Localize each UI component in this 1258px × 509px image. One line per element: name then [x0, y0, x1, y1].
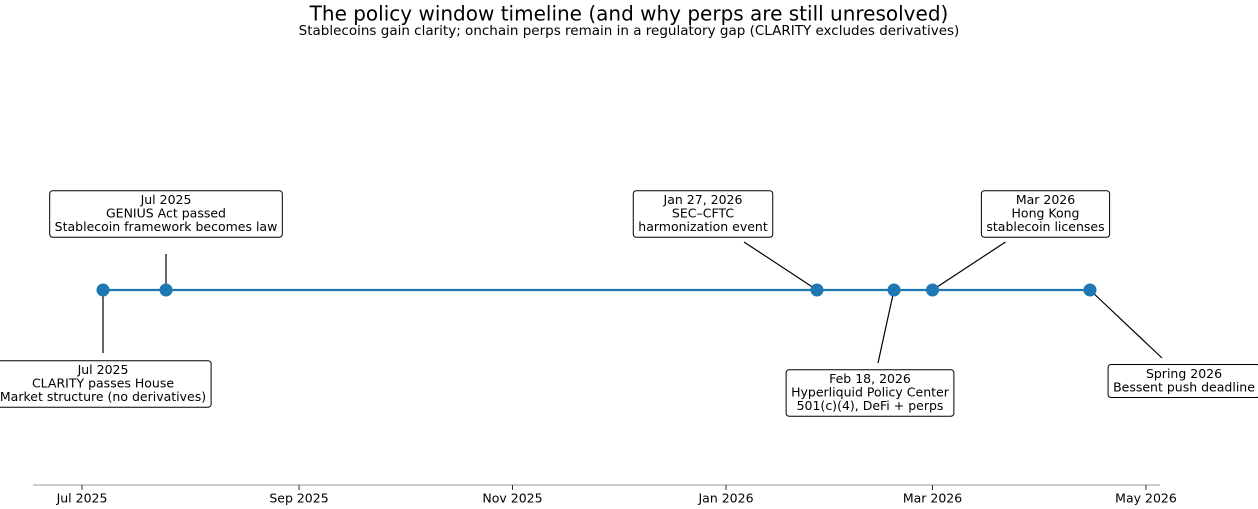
chart-title: The policy window timeline (and why perp… [309, 2, 949, 26]
annotation-text: Mar 2026 [1016, 192, 1075, 207]
event-point [1083, 283, 1097, 297]
connector [932, 241, 1006, 291]
x-tick-label: Jan 2026 [697, 491, 753, 506]
annotation-text: stablecoin licenses [986, 219, 1104, 234]
x-tick-label: Jul 2025 [56, 491, 108, 506]
annotation-text: Jan 27, 2026 [663, 192, 743, 207]
annotation-text: 501(c)(4), DeFi + perps [797, 398, 944, 413]
event-point [926, 283, 939, 297]
annotation-text: Jul 2025 [77, 362, 129, 377]
annotation-text: CLARITY passes House [32, 376, 174, 391]
annotation-box [980, 190, 1111, 238]
chart-subtitle: Stablecoins gain clarity; onchain perps … [299, 23, 960, 39]
annotation-box [785, 369, 955, 417]
annotation-box [49, 190, 283, 238]
event-point [159, 283, 173, 297]
annotation-text: Bessent push deadline [1113, 379, 1255, 394]
connector [743, 241, 818, 291]
x-tick-label: Nov 2025 [482, 491, 542, 506]
event-point [96, 283, 110, 297]
annotation-text: Hong Kong [1012, 206, 1080, 221]
event-point [810, 283, 824, 297]
annotation-box [1107, 364, 1258, 398]
x-tick-label: Mar 2026 [903, 491, 962, 506]
annotation-text: GENIUS Act passed [106, 206, 226, 221]
annotation-text: Feb 18, 2026 [829, 371, 911, 386]
annotation-text: Spring 2026 [1146, 366, 1222, 381]
connector [877, 289, 895, 364]
annotation-text: Hyperliquid Policy Center [791, 385, 950, 400]
annotation-text: SEC–CFTC [672, 206, 734, 221]
annotation-box [0, 360, 212, 408]
annotation-text: Jul 2025 [140, 192, 192, 207]
annotation-text: Market structure (no derivatives) [0, 389, 206, 404]
event-point [887, 283, 901, 297]
annotation-text: harmonization event [638, 219, 768, 234]
x-tick-label: Sep 2025 [269, 491, 328, 506]
connector [1089, 289, 1163, 359]
x-tick-label: May 2026 [1115, 491, 1177, 506]
annotation-text: Stablecoin framework becomes law [55, 219, 278, 234]
annotation-box [632, 190, 774, 238]
